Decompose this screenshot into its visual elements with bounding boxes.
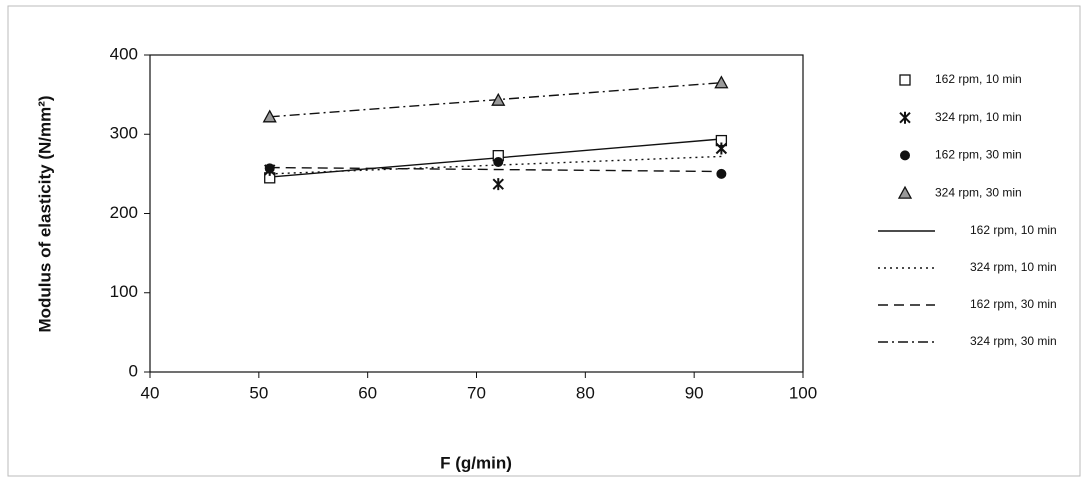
plot-area (149, 54, 804, 373)
marker (493, 156, 504, 167)
x-tick-label: 40 (141, 383, 160, 402)
marker (716, 168, 727, 179)
legend-label: 162 rpm, 30 min (970, 297, 1057, 311)
y-tick-label: 200 (110, 203, 138, 222)
legend-marker (899, 111, 911, 124)
legend-marker (900, 150, 910, 161)
x-tick-label: 70 (467, 383, 486, 402)
legend-label: 324 rpm, 30 min (935, 185, 1022, 199)
y-tick-label: 100 (110, 282, 138, 301)
legend-label: 324 rpm, 10 min (935, 110, 1022, 124)
marker (262, 109, 277, 123)
x-tick-label: 80 (576, 383, 595, 402)
marker (715, 142, 728, 155)
y-axis-title: Modulus of elasticity (N/mm²) (35, 95, 54, 332)
marker (492, 178, 504, 191)
marker (714, 75, 729, 89)
x-tick-label: 100 (789, 383, 817, 402)
x-tick-label: 60 (358, 383, 377, 402)
trend-line (269, 166, 722, 173)
x-axis-title: F (g/min) (440, 453, 512, 472)
legend-label: 324 rpm, 30 min (970, 334, 1057, 348)
x-tick-label: 90 (685, 383, 704, 402)
frame (7, 5, 1081, 477)
marker (264, 163, 275, 174)
x-tick-label: 50 (249, 383, 268, 402)
legend-label: 162 rpm, 10 min (970, 223, 1057, 237)
legend-marker (899, 74, 911, 86)
marker (491, 92, 506, 106)
y-tick-label: 400 (110, 44, 138, 63)
y-tick-label: 0 (129, 361, 138, 380)
legend-label: 162 rpm, 10 min (935, 72, 1022, 86)
legend-label: 162 rpm, 30 min (935, 148, 1022, 162)
y-tick-label: 300 (110, 124, 138, 143)
legend-marker (897, 185, 913, 199)
legend-label: 324 rpm, 10 min (970, 260, 1057, 274)
